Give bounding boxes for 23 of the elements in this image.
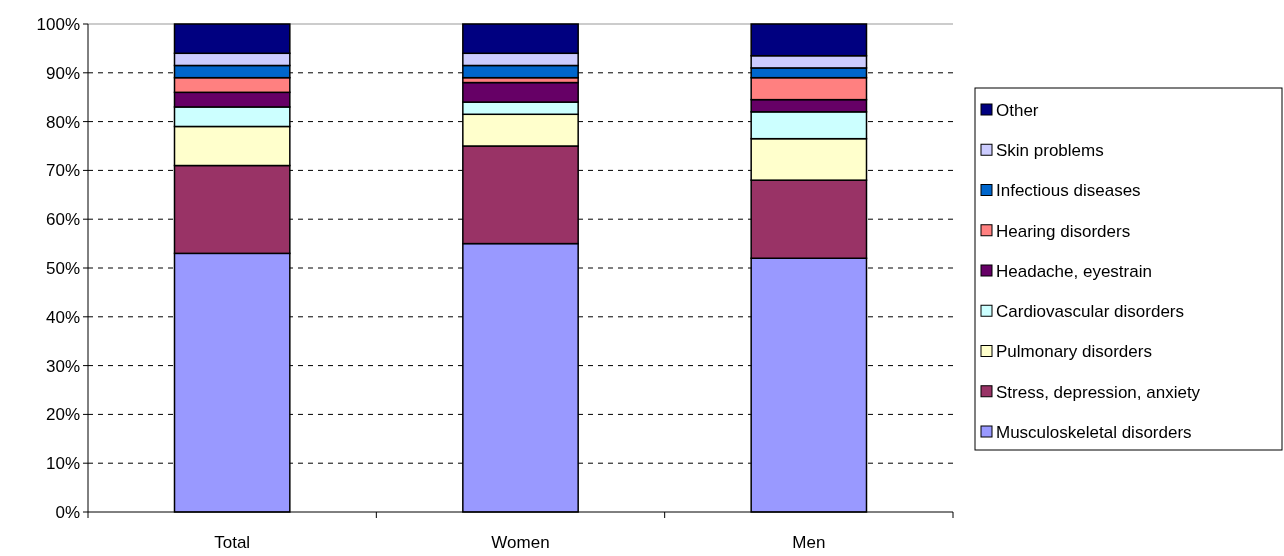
x-tick-label: Men: [792, 533, 826, 552]
y-tick-label: 60%: [45, 210, 80, 230]
legend-label: Headache, eyestrain: [996, 261, 1152, 281]
y-tick-label: 30%: [45, 356, 80, 376]
legend-label: Hearing disorders: [996, 221, 1131, 241]
y-tick-label: 0%: [55, 502, 80, 522]
legend-label: Other: [996, 100, 1039, 120]
legend-label: Skin problems: [996, 141, 1104, 161]
x-tick-label: Women: [491, 533, 550, 552]
y-tick-label: 50%: [45, 258, 80, 278]
legend-label: Stress, depression, anxiety: [996, 382, 1201, 402]
y-tick-label: 40%: [45, 307, 80, 327]
y-tick-label: 20%: [45, 405, 80, 425]
y-tick-label: 70%: [45, 161, 80, 181]
y-tick-label: 10%: [45, 454, 80, 474]
legend-label: Musculoskeletal disorders: [996, 422, 1192, 442]
y-tick-label: 80%: [45, 112, 80, 132]
x-tick-label: Total: [214, 533, 251, 552]
y-tick-label: 90%: [45, 63, 80, 83]
legend-label: Cardiovascular disorders: [996, 302, 1185, 322]
y-tick-label: 100%: [36, 14, 80, 34]
legend-label: Infectious diseases: [996, 181, 1141, 201]
legend-label: Pulmonary disorders: [996, 342, 1152, 362]
